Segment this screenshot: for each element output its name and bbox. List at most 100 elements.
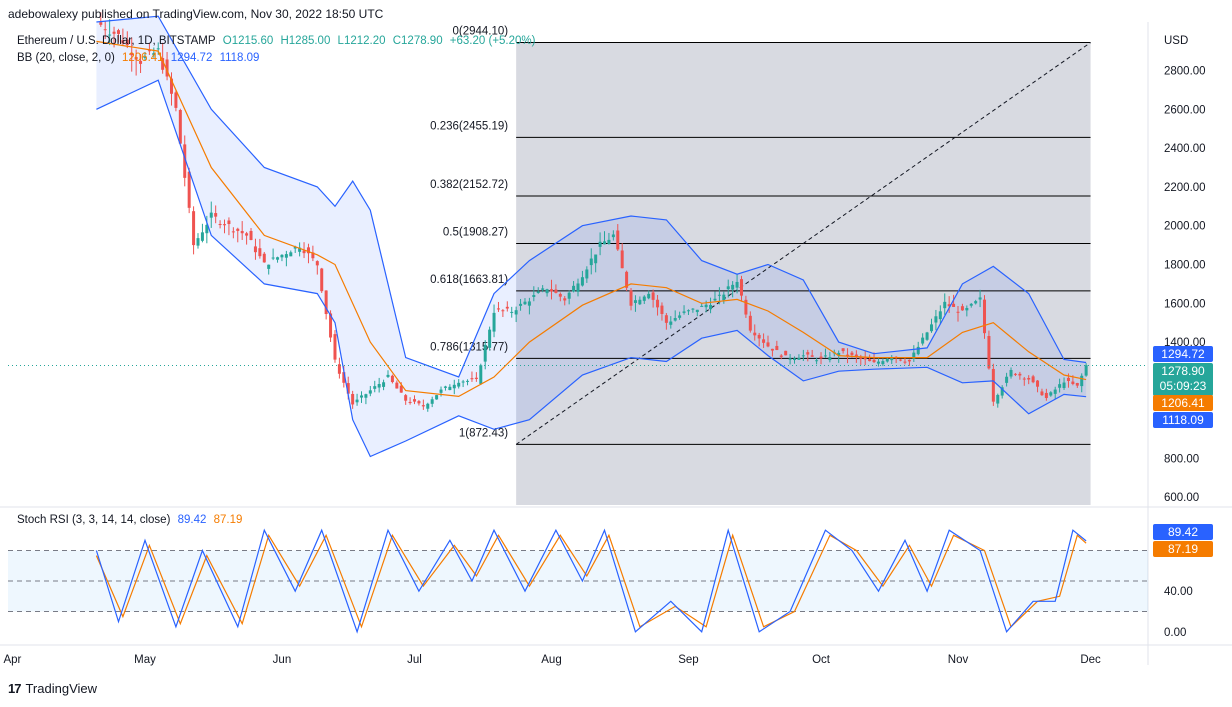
candle-body [620,250,624,269]
candle-body [262,253,266,263]
candle-body [885,358,889,362]
candle-body [245,233,249,236]
candle-body [364,394,368,398]
stoch-k-line [95,527,1087,634]
bb-basis-badge: 1206.41 [1153,395,1213,411]
candle-body [642,296,646,301]
candle-body [1058,384,1062,388]
price-tick-label: 600.00 [1164,492,1199,504]
candle-body [656,299,660,308]
candle-body [492,312,496,332]
candle-body [223,224,227,226]
candle-body [258,248,262,257]
candle-body [541,288,545,290]
candle-body [594,254,598,264]
candle-body [205,224,209,234]
publisher-line: adebowalexy published on TradingView.com… [8,7,384,21]
candle-body [532,295,536,297]
candle-body [298,247,302,252]
price-tick-label: 2400.00 [1164,143,1206,155]
bb-upper-badge: 1294.72 [1153,346,1213,362]
bb-basis-value: 1206.41 [122,52,164,64]
stoch-d-badge: 87.19 [1153,541,1213,557]
fib-level-label: 0.5(1908.27) [443,226,508,238]
candle-body [934,316,938,323]
candle-body [324,290,328,315]
candle-body [695,309,699,313]
tradingview-logo[interactable]: 17 TradingView [8,681,97,696]
stoch-legend[interactable]: Stoch RSI (3, 3, 14, 14, close) 89.42 87… [17,514,246,526]
candle-body [607,239,611,244]
candle-body [872,359,876,363]
candle-body [271,257,275,259]
candle-body [1036,380,1040,387]
candle-body [859,357,863,359]
candle-body [912,352,916,359]
candle-body [753,332,757,336]
candle-body [1044,392,1048,399]
candle-body [413,399,417,402]
candle-body [810,355,814,357]
bb-legend[interactable]: BB (20, close, 2, 0) 1206.41 1294.72 111… [17,52,263,64]
price-axis-unit: USD [1164,35,1188,47]
bb-lower-line [96,79,1087,458]
candle-body [815,360,819,362]
candle-body [139,60,143,64]
candle-body [306,247,310,254]
candle-body [302,250,306,254]
bb-upper-line [96,15,1087,378]
candle-body [841,348,845,352]
candle-body [359,395,363,398]
candle-body [1000,387,1004,396]
candle-body [686,310,690,312]
candle-body [952,303,956,307]
candle-body [876,361,880,364]
candle-body [1013,373,1017,375]
change-value: +63.20 (+5.20%) [449,35,536,47]
candle-body [209,212,213,218]
candle-body [231,231,235,233]
candle-body [735,281,739,288]
stoch-tick-label: 0.00 [1164,627,1186,639]
fib-level-label: 0.618(1663.81) [430,274,508,286]
candle-body [881,361,885,365]
fib-trend-line [515,42,1091,445]
price-badge: 1278.90 05:09:23 [1153,363,1213,396]
candle-body [996,394,1000,404]
candle-body [916,346,920,355]
candle-body [1027,377,1031,380]
candle-body [558,293,562,297]
candle-body [315,261,319,266]
candle-body [333,334,337,360]
candle-body [678,315,682,318]
candle-body [1049,392,1053,396]
candle-body [174,92,178,108]
candle-body [461,381,465,383]
candle-body [519,303,523,306]
candle-body [943,301,947,309]
candle-body [143,56,147,58]
bb-label: BB (20, close, 2, 0) [17,52,115,64]
candle-body [470,378,474,380]
candle-body [320,268,324,292]
candle-body [466,380,470,382]
stoch-label: Stoch RSI (3, 3, 14, 14, close) [17,514,171,526]
candle-body [390,375,394,383]
candle-body [147,50,151,52]
time-tick-label: Oct [812,654,831,666]
symbol-legend[interactable]: Ethereum / U.S. Dollar, 1D, BITSTAMP O12… [17,35,539,47]
candle-body [227,220,231,225]
candle-body [457,382,461,387]
candle-body [116,30,120,34]
time-tick-label: Apr [3,654,21,666]
candle-body [823,355,827,357]
fib-level-label: 0(2944.10) [453,26,509,38]
candle-body [536,291,540,293]
candle-body [156,48,160,50]
stoch-k-value: 89.42 [177,514,207,526]
time-tick-label: Jul [407,654,422,666]
candle-body [284,254,288,258]
candle-body [218,224,222,226]
price-tick-label: 1800.00 [1164,259,1206,271]
